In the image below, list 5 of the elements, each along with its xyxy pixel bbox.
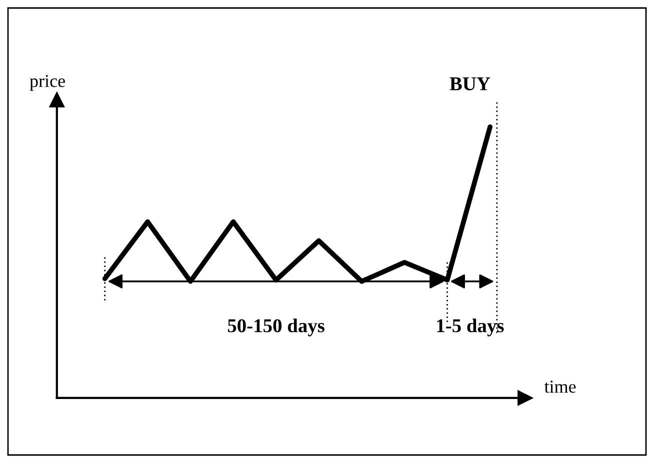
annotation: 50-150 days [228, 318, 324, 336]
text: BUY [450, 77, 490, 90]
annotation: 1-5 days [437, 318, 504, 336]
x-axis-title: time [544, 380, 576, 393]
y-axis-title: price [30, 74, 65, 91]
